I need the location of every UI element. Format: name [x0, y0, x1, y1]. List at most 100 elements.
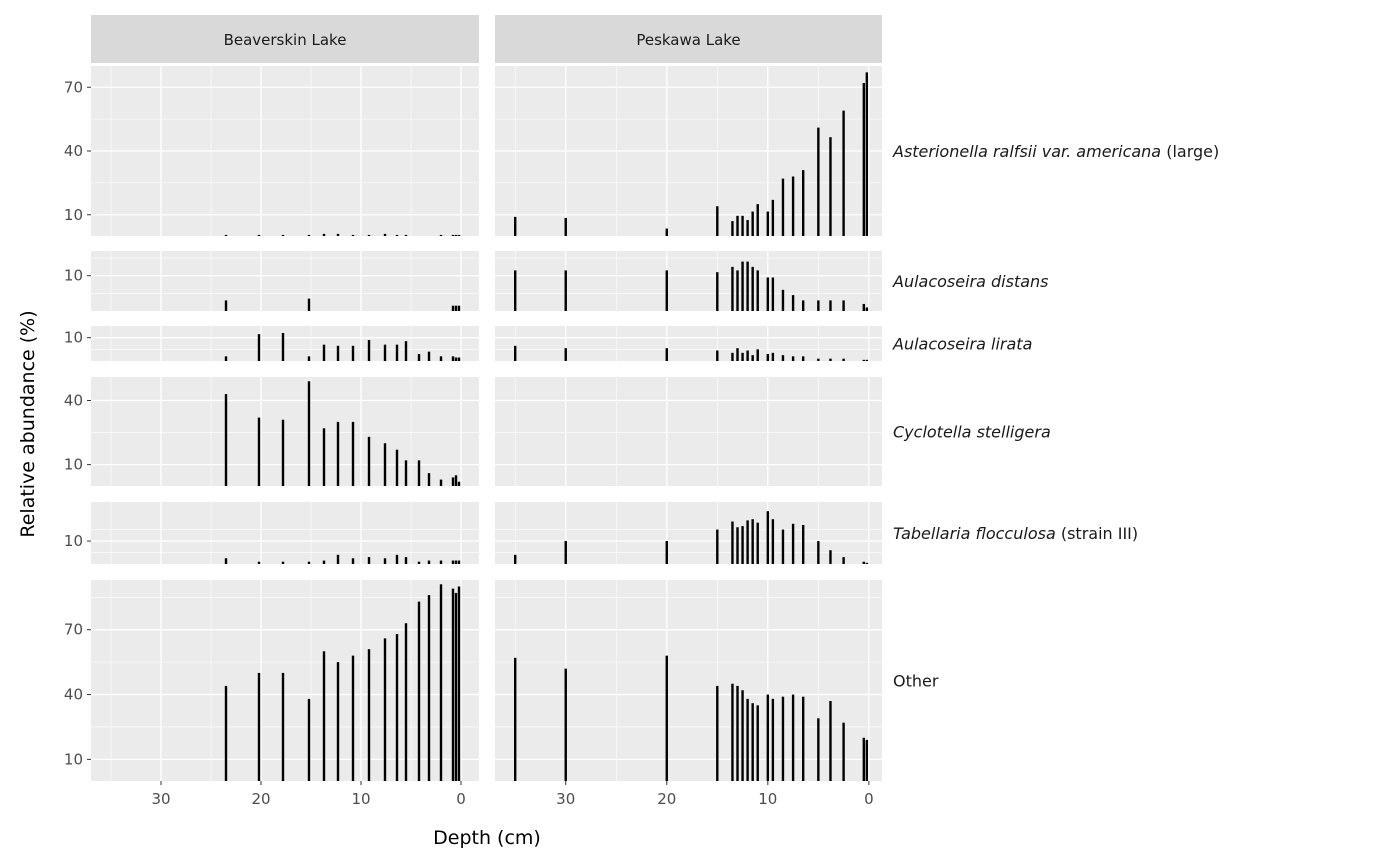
panel-background: [495, 580, 882, 781]
x-tick-label: 30: [151, 790, 170, 808]
y-tick-label: 40: [64, 142, 83, 160]
bar: [257, 672, 261, 781]
bar: [665, 655, 668, 781]
bar: [731, 266, 734, 311]
bar: [665, 348, 668, 361]
bar: [307, 356, 311, 361]
bar: [801, 524, 805, 564]
bar: [281, 333, 285, 361]
panel-beaverskin-lake-aulacoseira-lirata: [91, 326, 479, 361]
bar: [367, 340, 371, 361]
bar: [771, 277, 775, 311]
panels-layer: [91, 66, 882, 781]
bar: [367, 649, 371, 781]
bar: [791, 176, 795, 236]
bar: [427, 595, 431, 781]
bar: [751, 703, 754, 781]
bar: [514, 554, 517, 564]
bar: [829, 550, 832, 564]
bar: [417, 561, 421, 564]
panel-background: [91, 377, 479, 486]
bar: [257, 234, 261, 236]
bar: [224, 558, 228, 564]
bar: [771, 519, 775, 564]
bar: [439, 584, 443, 781]
bar: [716, 350, 719, 361]
x-axis-title: Depth (cm): [433, 827, 541, 849]
bar: [801, 300, 805, 311]
bar: [224, 394, 228, 486]
bar: [307, 234, 311, 236]
bar: [351, 345, 355, 361]
y-axis-title: Relative abundance (%): [17, 310, 39, 537]
row-label-other: Other: [893, 672, 939, 691]
bar: [817, 718, 820, 781]
bar: [716, 529, 719, 564]
panel-background: [495, 377, 882, 486]
panel-beaverskin-lake-tabellaria-flocculosa: [91, 502, 479, 564]
bar: [716, 272, 719, 311]
bar: [454, 305, 458, 311]
bar: [451, 588, 455, 781]
panel-beaverskin-lake-aulacoseira-distans: [91, 251, 479, 311]
bar: [829, 300, 832, 311]
bar: [564, 348, 567, 361]
bar: [404, 234, 408, 236]
bar: [451, 234, 455, 236]
bar: [756, 522, 759, 564]
bar: [766, 354, 770, 361]
bar: [766, 277, 770, 311]
bar: [665, 270, 668, 311]
bar: [367, 557, 371, 564]
row-label-aulacoseira-distans: Aulacoseira distans: [892, 272, 1049, 291]
bar: [746, 261, 749, 311]
bar: [383, 344, 387, 361]
bar: [842, 722, 845, 781]
bar: [842, 300, 845, 311]
bar: [791, 295, 795, 311]
bar: [427, 351, 431, 361]
bar: [383, 558, 387, 564]
bar: [829, 358, 832, 361]
bar: [404, 557, 408, 564]
bar: [367, 234, 371, 236]
bar: [383, 638, 387, 781]
bar: [665, 228, 668, 236]
bar: [404, 623, 408, 781]
bar: [395, 449, 399, 486]
y-tick-label: 10: [64, 329, 83, 347]
panel-background: [91, 251, 479, 311]
bar: [427, 473, 431, 486]
bar: [451, 305, 455, 311]
bar: [862, 561, 866, 564]
bar: [454, 475, 458, 486]
bar: [457, 305, 461, 311]
bar: [865, 307, 869, 311]
bar: [307, 561, 311, 564]
bar: [224, 685, 228, 781]
bar: [439, 560, 443, 564]
bar: [756, 705, 759, 781]
bar: [781, 696, 785, 781]
strips-layer: Beaverskin Lake Peskawa Lake: [91, 15, 882, 63]
bar: [766, 211, 770, 236]
bar: [351, 421, 355, 486]
bar: [224, 356, 228, 361]
panel-peskawa-lake-cyclotella-stelligera: [495, 377, 882, 486]
bar: [514, 216, 517, 236]
bar: [736, 270, 739, 311]
bar: [817, 127, 820, 236]
bar: [439, 479, 443, 486]
bar: [336, 233, 340, 236]
bar: [751, 266, 754, 311]
bar: [741, 352, 744, 361]
y-tick-label: 10: [64, 456, 83, 474]
bar: [756, 204, 759, 236]
bar: [865, 562, 869, 564]
bar: [307, 698, 311, 781]
bar: [454, 560, 458, 564]
panel-background: [495, 502, 882, 564]
bar: [771, 352, 775, 361]
bar: [842, 557, 845, 564]
bar: [829, 137, 832, 236]
